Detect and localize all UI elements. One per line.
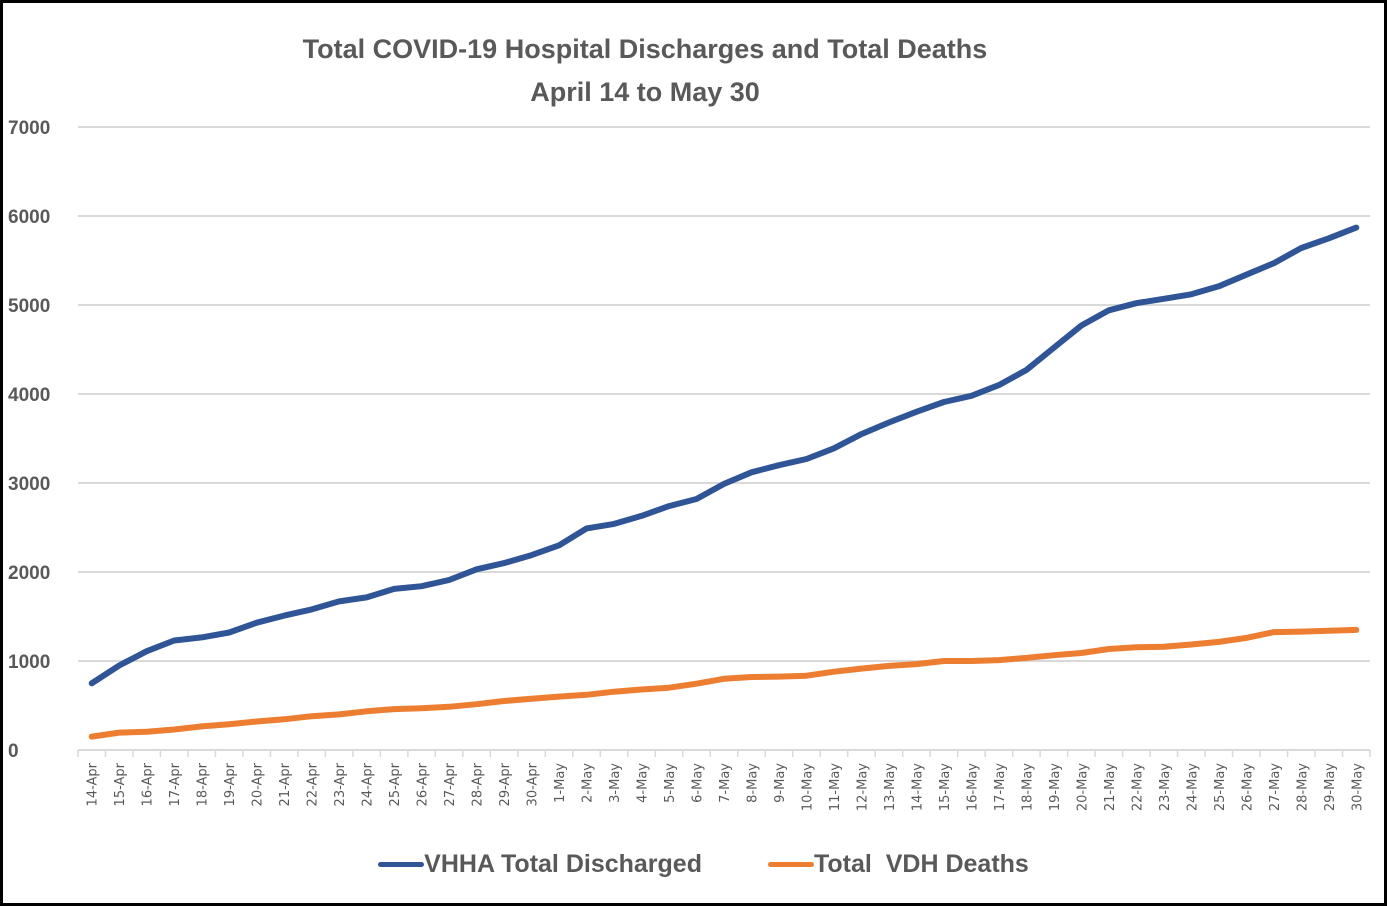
- legend-swatch-discharged: [378, 862, 425, 867]
- x-tick-label: 2-May: [581, 763, 596, 803]
- x-tick-label: 18-Apr: [196, 762, 211, 806]
- y-axis: 0 1000 2000 3000 4000 5000 6000 7000: [8, 118, 50, 762]
- x-tick-label: 14-May: [910, 763, 925, 811]
- y-tick-label: 0: [8, 741, 19, 762]
- x-tick-label: 21-Apr: [278, 762, 293, 806]
- x-tick-label: 25-May: [1213, 763, 1228, 811]
- x-tick-label: 17-May: [993, 763, 1008, 811]
- series-lines: [88, 224, 1360, 740]
- legend-item-deaths: Total VDH Deaths: [767, 850, 1029, 879]
- x-tick-label: 22-May: [1130, 763, 1145, 811]
- x-tick-label: 28-Apr: [471, 762, 486, 806]
- x-tick-label: 23-Apr: [333, 762, 348, 806]
- x-tick-label: 19-Apr: [223, 762, 238, 806]
- x-tick-label: 30-May: [1350, 763, 1365, 811]
- x-tick-label: 29-Apr: [498, 762, 513, 806]
- x-tick-label: 10-May: [800, 763, 815, 811]
- series-line-discharged: [88, 224, 1360, 687]
- y-tick-label: 7000: [8, 118, 50, 139]
- y-tick-label: 2000: [8, 563, 50, 584]
- x-tick-label: 15-May: [938, 763, 953, 811]
- x-tick-label: 16-Apr: [141, 762, 156, 806]
- x-tick-label: 1-May: [553, 763, 568, 803]
- x-tick-label: 26-Apr: [416, 762, 431, 806]
- y-tick-label: 3000: [8, 474, 50, 495]
- x-tick-label: 22-Apr: [306, 762, 321, 806]
- x-tick-label: 5-May: [663, 763, 678, 803]
- x-tick-label: 4-May: [636, 763, 651, 803]
- x-tick-label: 25-Apr: [388, 762, 403, 806]
- x-tick-label: 24-May: [1185, 763, 1200, 811]
- x-tick-label: 11-May: [828, 763, 843, 811]
- x-tick-label: 17-Apr: [168, 762, 183, 806]
- x-tick-label: 16-May: [965, 763, 980, 811]
- x-tick-label: 20-Apr: [251, 762, 266, 806]
- x-tick-label: 30-Apr: [526, 762, 541, 806]
- legend-item-discharged: VHHA Total Discharged: [378, 850, 702, 879]
- x-tick-label: 29-May: [1323, 763, 1338, 811]
- x-tick-label: 13-May: [883, 763, 898, 811]
- x-tick-label: 20-May: [1075, 763, 1090, 811]
- x-tick-label: 23-May: [1158, 763, 1173, 811]
- legend-swatch-deaths: [767, 862, 814, 867]
- y-tick-label: 1000: [8, 652, 50, 673]
- legend-label-deaths: Total VDH Deaths: [813, 850, 1029, 878]
- legend-label-discharged: VHHA Total Discharged: [424, 850, 702, 878]
- x-tick-label: 19-May: [1048, 763, 1063, 811]
- y-tick-label: 4000: [8, 385, 50, 406]
- x-tick-label: 24-Apr: [361, 762, 376, 806]
- x-tick-label: 12-May: [855, 763, 870, 811]
- chart-title: Total COVID-19 Hospital Discharges and T…: [302, 34, 988, 64]
- x-tick-label: 28-May: [1295, 763, 1310, 811]
- x-tick-label: 14-Apr: [86, 762, 101, 806]
- series-line-deaths: [88, 626, 1360, 740]
- y-tick-label: 5000: [8, 296, 50, 317]
- y-tick-label: 6000: [8, 207, 50, 228]
- x-tick-label: 15-Apr: [113, 762, 128, 806]
- x-tick-label: 27-Apr: [443, 762, 458, 806]
- chart-subtitle: April 14 to May 30: [530, 77, 760, 107]
- x-tick-label: 9-May: [773, 763, 788, 803]
- x-tick-label: 26-May: [1240, 763, 1255, 811]
- x-tick-label: 3-May: [608, 763, 623, 803]
- x-tick-label: 18-May: [1020, 763, 1035, 811]
- x-axis: 14-Apr 15-Apr 16-Apr 17-Apr 18-Apr 19-Apr 20-A…: [77, 750, 1371, 811]
- x-tick-label: 7-May: [718, 763, 733, 803]
- gridlines: [78, 126, 1370, 751]
- x-tick-label: 21-May: [1103, 763, 1118, 811]
- x-tick-label: 27-May: [1268, 763, 1283, 811]
- x-tick-label: 6-May: [691, 763, 706, 803]
- legend: VHHA Total Discharged Total VDH Deaths: [0, 850, 1387, 879]
- x-tick-label: 8-May: [745, 763, 760, 803]
